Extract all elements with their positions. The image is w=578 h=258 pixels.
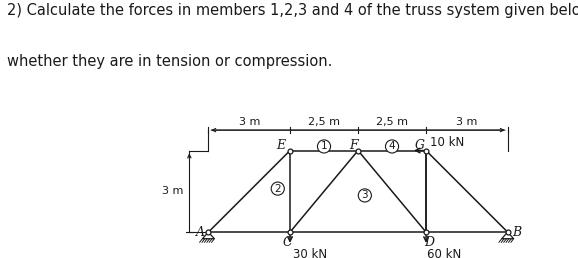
Text: G: G xyxy=(414,139,424,152)
Text: 3 m: 3 m xyxy=(456,117,477,127)
Text: 3 m: 3 m xyxy=(162,186,183,196)
Text: 4: 4 xyxy=(389,141,395,151)
Text: 2,5 m: 2,5 m xyxy=(308,117,340,127)
Text: 2) Calculate the forces in members 1,2,3 and 4 of the truss system given below. : 2) Calculate the forces in members 1,2,3… xyxy=(7,3,578,18)
Text: C: C xyxy=(283,236,292,249)
Text: D: D xyxy=(424,236,434,249)
Text: 2: 2 xyxy=(275,184,281,194)
Text: 1: 1 xyxy=(321,141,327,151)
Text: whether they are in tension or compression.: whether they are in tension or compressi… xyxy=(7,54,332,69)
Text: 3 m: 3 m xyxy=(239,117,260,127)
Text: 3: 3 xyxy=(361,190,368,200)
Text: F: F xyxy=(350,139,358,152)
Text: 60 kN: 60 kN xyxy=(427,248,462,258)
Text: 10 kN: 10 kN xyxy=(430,136,464,149)
Text: 2,5 m: 2,5 m xyxy=(376,117,408,127)
Text: B: B xyxy=(513,226,522,239)
Text: 30 kN: 30 kN xyxy=(292,248,327,258)
Text: A: A xyxy=(196,226,205,239)
Text: E: E xyxy=(276,139,285,152)
